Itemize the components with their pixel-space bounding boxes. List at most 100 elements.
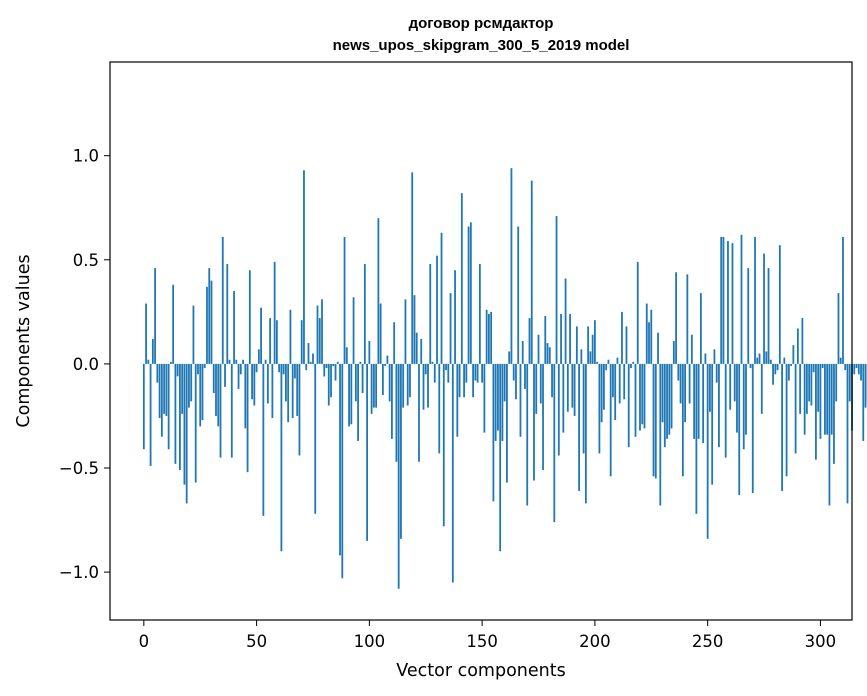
bar-component-256 [720, 236, 723, 364]
bar-component-100 [368, 341, 371, 364]
bar-component-31 [212, 363, 215, 394]
x-tick-label: 0 [139, 632, 150, 651]
bar-component-222 [643, 363, 646, 429]
bar-component-115 [402, 363, 405, 408]
bar-component-292 [801, 318, 804, 364]
bar-component-315 [853, 363, 856, 375]
bar-component-230 [661, 363, 664, 423]
bar-component-111 [393, 322, 396, 364]
bar-component-104 [377, 218, 380, 364]
bar-component-219 [636, 261, 639, 364]
bar-component-199 [591, 334, 594, 364]
bar-component-23 [194, 363, 197, 483]
bar-component-296 [810, 363, 813, 406]
bar-component-107 [384, 363, 387, 366]
bar-component-35 [221, 236, 224, 364]
bar-component-110 [391, 363, 393, 439]
y-tick-label: 0.0 [73, 355, 99, 374]
bar-component-119 [411, 172, 414, 364]
bar-component-167 [519, 363, 522, 437]
bar-component-235 [672, 341, 675, 364]
bar-component-318 [860, 363, 862, 381]
bar-component-77 [316, 305, 319, 364]
bar-component-164 [512, 363, 515, 381]
bar-component-221 [641, 363, 644, 425]
bar-component-280 [774, 363, 777, 375]
bar-component-133 [442, 363, 445, 527]
bar-component-238 [679, 363, 682, 404]
bar-component-203 [600, 363, 603, 423]
x-tick-label: 100 [354, 632, 386, 651]
bar-component-146 [472, 363, 474, 398]
bar-component-279 [772, 363, 774, 385]
bar-component-248 [702, 363, 705, 444]
bar-component-290 [796, 328, 799, 364]
bar-component-32 [215, 363, 217, 416]
bar-component-201 [596, 361, 599, 364]
bar-component-278 [769, 359, 772, 364]
bar-component-138 [454, 270, 456, 364]
bar-component-42 [237, 363, 240, 389]
bar-component-177 [542, 363, 544, 471]
bar-component-271 [754, 236, 756, 364]
bar-component-298 [815, 363, 817, 460]
bar-component-105 [379, 303, 382, 364]
bar-component-130 [436, 255, 438, 364]
bar-component-45 [244, 363, 247, 429]
bar-component-239 [681, 363, 684, 477]
bar-component-87 [339, 363, 341, 556]
bar-component-43 [239, 363, 242, 375]
bar-component-141 [460, 193, 463, 364]
bar-component-63 [285, 363, 287, 402]
bar-component-29 [208, 268, 211, 364]
bar-component-286 [787, 363, 790, 381]
bar-component-316 [855, 363, 858, 369]
x-tick-label: 250 [692, 632, 724, 651]
bar-component-136 [449, 293, 452, 364]
bar-component-250 [706, 363, 709, 539]
bar-component-193 [578, 363, 580, 491]
bar-component-97 [361, 363, 364, 394]
bar-component-202 [598, 363, 601, 454]
bar-component-165 [515, 363, 517, 400]
bar-component-125 [424, 363, 427, 375]
bar-component-7 [158, 363, 161, 419]
bar-component-76 [314, 363, 317, 514]
bar-component-281 [776, 363, 779, 371]
bar-component-67 [294, 363, 296, 379]
bar-component-117 [406, 363, 409, 406]
bar-component-206 [607, 359, 610, 364]
bar-component-30 [210, 280, 213, 364]
bar-component-211 [618, 363, 621, 404]
bar-component-237 [677, 363, 680, 381]
bar-component-126 [427, 363, 429, 408]
bar-component-317 [857, 363, 860, 375]
bar-component-200 [593, 320, 596, 364]
bar-component-197 [587, 326, 590, 364]
bar-component-10 [165, 363, 168, 416]
bar-component-181 [551, 363, 553, 398]
bar-component-205 [605, 363, 608, 371]
bar-component-260 [729, 363, 732, 410]
bar-component-93 [352, 297, 355, 364]
bar-component-184 [557, 363, 560, 456]
bar-component-303 [826, 363, 829, 435]
bar-component-95 [357, 363, 359, 441]
bar-component-75 [312, 353, 314, 364]
bar-component-55 [266, 363, 269, 404]
bar-component-74 [309, 361, 312, 364]
bar-component-92 [350, 363, 353, 425]
chart-title-line-2: news_upos_skipgram_300_5_2019 model [333, 37, 630, 54]
bar-component-187 [564, 278, 567, 364]
bar-component-268 [747, 268, 750, 364]
bar-component-37 [226, 263, 229, 364]
bar-component-153 [487, 313, 490, 364]
bar-component-99 [366, 363, 368, 541]
bar-component-274 [760, 363, 763, 414]
bar-component-264 [738, 363, 741, 496]
bar-component-38 [228, 359, 231, 364]
bar-component-169 [524, 363, 526, 389]
bar-component-192 [575, 326, 578, 364]
bar-component-226 [652, 363, 655, 477]
bar-component-266 [742, 363, 745, 450]
